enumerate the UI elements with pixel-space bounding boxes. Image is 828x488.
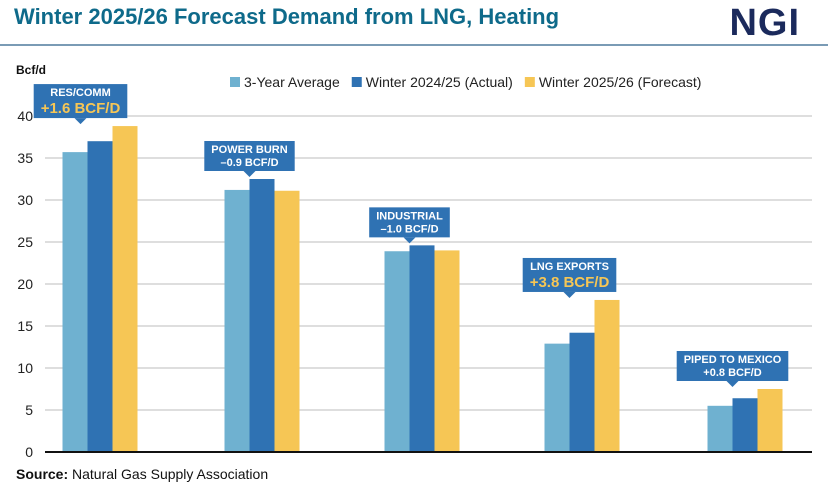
bar-3	[434, 250, 460, 452]
callout-change: –0.9 BCF/D	[220, 157, 278, 169]
bar-1	[62, 152, 88, 452]
bar-2	[732, 398, 758, 452]
bar-2	[249, 179, 275, 452]
callout-pointer	[74, 118, 87, 125]
source-text: Natural Gas Supply Association	[72, 466, 269, 482]
y-tick-label: 5	[25, 402, 33, 418]
ngi-logo: NGI	[729, 2, 800, 44]
legend-swatch	[351, 77, 362, 87]
y-tick-label: 30	[17, 192, 33, 208]
callout-box	[33, 84, 128, 119]
y-tick-label: 40	[17, 108, 33, 124]
legend-label: Winter 2024/25 (Actual)	[366, 74, 513, 90]
bar-3	[594, 299, 620, 452]
bar-1	[224, 189, 250, 453]
callout-box	[204, 141, 295, 171]
callout-box	[522, 257, 617, 292]
chart-title: Winter 2025/26 Forecast Demand from LNG,…	[14, 4, 560, 29]
legend-label: 3-Year Average	[244, 74, 340, 90]
y-axis-label: Bcf/d	[16, 63, 46, 77]
legend-swatch	[230, 77, 240, 87]
callout-change: +3.8 BCF/D	[530, 274, 610, 291]
callout-box	[369, 207, 450, 238]
callout-change: +1.6 BCF/D	[41, 100, 121, 117]
legend-swatch	[524, 77, 535, 87]
bar-2	[569, 332, 595, 452]
y-tick-label: 35	[17, 150, 33, 166]
bar-3	[757, 389, 783, 452]
callout-pointer	[403, 237, 416, 244]
y-tick-label: 20	[17, 276, 33, 292]
callout-change: –1.0 BCF/D	[380, 223, 438, 235]
y-tick-label: 10	[17, 360, 33, 376]
bar-2	[87, 141, 113, 452]
callout-change: +0.8 BCF/D	[703, 367, 761, 379]
callout-title: POWER BURN	[211, 144, 287, 156]
callout-box	[676, 351, 789, 381]
bar-3	[112, 126, 138, 452]
callout-title: INDUSTRIAL	[376, 210, 443, 222]
bar-1	[544, 343, 570, 452]
bar-1	[707, 405, 733, 452]
source-note: Source: Natural Gas Supply Association	[16, 466, 268, 482]
legend-label: Winter 2025/26 (Forecast)	[539, 74, 702, 90]
bar-1	[384, 251, 410, 452]
callout-title: RES/COMM	[50, 87, 111, 99]
bar-2	[409, 245, 435, 452]
callout-pointer	[243, 171, 256, 177]
y-tick-label: 0	[25, 444, 33, 460]
y-tick-label: 25	[17, 234, 33, 250]
bar-3	[274, 190, 300, 452]
source-label: Source:	[16, 466, 69, 482]
callout-title: LNG EXPORTS	[530, 261, 609, 273]
header-divider	[0, 44, 828, 46]
callout-pointer	[563, 291, 576, 298]
callout-title: PIPED TO MEXICO	[684, 354, 782, 366]
callout-pointer	[726, 381, 739, 387]
y-tick-label: 15	[17, 318, 33, 334]
